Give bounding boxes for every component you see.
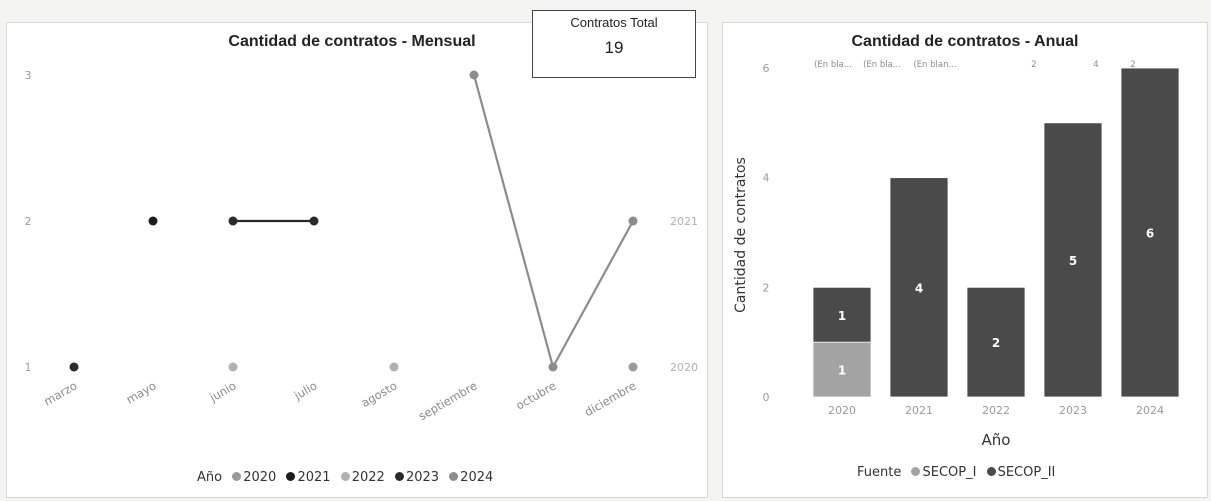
x-tick-label: octubre xyxy=(513,378,558,412)
x-tick-label: junio xyxy=(206,378,238,405)
x-tick-label: 2021 xyxy=(905,404,933,417)
top-category-label: 2 xyxy=(1130,60,1135,70)
y-tick-label: 1 xyxy=(25,361,32,374)
bar-data-label: 2 xyxy=(992,336,1000,350)
x-tick-label: diciembre xyxy=(582,378,638,419)
kpi-label: Contratos Total xyxy=(570,15,658,30)
bar-SECOP_II-2020 xyxy=(812,286,872,343)
legend-dot-icon xyxy=(232,472,242,481)
y-tick-label: 2 xyxy=(25,215,32,228)
y-tick-label: 2 xyxy=(763,281,770,294)
legend-item-2024[interactable]: 2024 xyxy=(443,470,493,485)
data-point-2024 xyxy=(628,216,638,226)
legend-dot-icon xyxy=(986,467,996,476)
legend-dot-icon xyxy=(286,472,296,481)
annual-chart-title: Cantidad de contratos - Anual xyxy=(851,33,1079,50)
x-tick-label: agosto xyxy=(359,378,400,410)
y-tick-label: 6 xyxy=(763,62,770,75)
data-point-2024 xyxy=(469,70,479,80)
data-point-2020 xyxy=(628,362,638,372)
top-category-label: 4 xyxy=(1093,60,1098,70)
x-tick-label: julio xyxy=(291,378,320,403)
kpi-card-total-contracts[interactable]: Contratos Total 19 xyxy=(532,10,696,78)
bar-data-label: 6 xyxy=(1146,227,1154,241)
bar-data-label: 1 xyxy=(838,364,846,378)
annual-legend-title: Fuente xyxy=(857,465,902,480)
x-tick-label: mayo xyxy=(124,378,159,406)
legend-item-secop-i[interactable]: SECOP_I xyxy=(905,465,976,480)
series-end-label: 2020 xyxy=(670,361,698,374)
monthly-chart-panel: Cantidad de contratos - Mensual xyxy=(6,22,708,498)
y-tick-label: 3 xyxy=(25,69,32,82)
bar-data-label: 1 xyxy=(838,309,846,323)
data-point-2022 xyxy=(228,362,238,372)
top-category-label: 2 xyxy=(1031,60,1036,70)
series-end-label: 2021 xyxy=(670,215,698,228)
annual-legend[interactable]: Fuente SECOP_I SECOP_II xyxy=(857,465,1055,480)
legend-dot-icon xyxy=(340,472,350,481)
y-axis-label: Cantidad de contratos xyxy=(733,157,749,313)
legend-item-2021[interactable]: 2021 xyxy=(280,470,331,485)
bar-SECOP_II-2024 xyxy=(1120,67,1180,398)
top-category-label: (En bla... xyxy=(863,60,901,70)
bar-data-label: 5 xyxy=(1069,254,1077,268)
line-series-2024 xyxy=(472,74,634,370)
x-axis-label: Año xyxy=(982,431,1011,449)
legend-item-2023[interactable]: 2023 xyxy=(389,470,439,485)
data-point-2021 xyxy=(148,216,158,226)
data-point-2022 xyxy=(389,362,399,372)
data-point-2023 xyxy=(309,216,319,226)
data-point-2023 xyxy=(228,216,238,226)
x-tick-label: septiembre xyxy=(416,378,479,423)
legend-dot-icon xyxy=(394,472,404,481)
x-tick-label: 2020 xyxy=(828,404,856,417)
y-tick-label: 4 xyxy=(763,172,770,185)
legend-item-secop-ii[interactable]: SECOP_II xyxy=(981,465,1055,480)
monthly-legend-title: Año xyxy=(197,470,223,485)
bar-SECOP_II-2023 xyxy=(1043,122,1103,398)
data-point-2024 xyxy=(548,362,558,372)
x-tick-label: 2022 xyxy=(982,404,1010,417)
x-tick-label: 2023 xyxy=(1059,404,1087,417)
legend-dot-icon xyxy=(449,472,459,481)
y-tick-label: 0 xyxy=(763,391,770,404)
legend-item-2020[interactable]: 2020 xyxy=(226,470,276,485)
bar-data-label: 4 xyxy=(915,281,923,295)
x-tick-label: 2024 xyxy=(1136,404,1164,417)
bar-SECOP_II-2022 xyxy=(966,286,1026,398)
data-point-2023 xyxy=(69,362,79,372)
x-tick-label: marzo xyxy=(41,378,79,408)
legend-item-2022[interactable]: 2022 xyxy=(335,470,385,485)
monthly-legend[interactable]: Año 2020 2021 2022 2023 2024 xyxy=(197,470,493,485)
kpi-value: 19 xyxy=(604,38,624,57)
top-category-label: (En blan... xyxy=(913,60,956,70)
monthly-chart-title: Cantidad de contratos - Mensual xyxy=(228,33,476,50)
legend-dot-icon xyxy=(911,467,921,476)
top-category-label: (En bla... xyxy=(814,60,852,70)
bar-SECOP_II-2021 xyxy=(889,177,949,398)
